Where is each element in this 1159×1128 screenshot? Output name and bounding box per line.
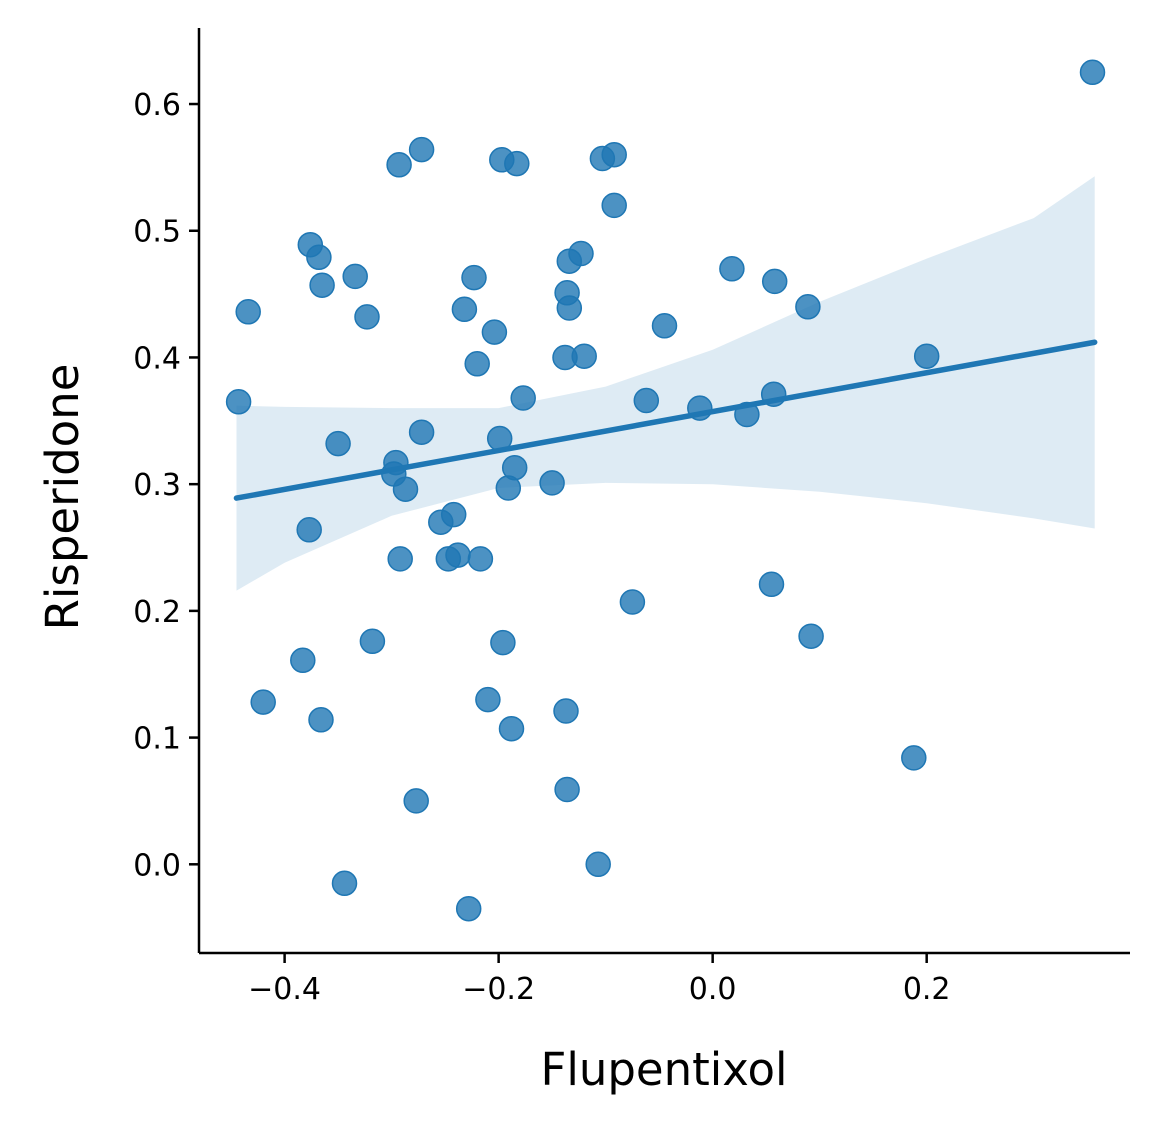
scatter-point bbox=[901, 745, 927, 771]
scatter-point bbox=[325, 430, 351, 457]
scatter-point bbox=[392, 476, 419, 502]
y-tick-label: 0.2 bbox=[133, 595, 181, 630]
y-tick-label: 0.6 bbox=[133, 88, 181, 123]
ticks: −0.4 −0.2 0.0 0.2 0.0 0.1 0.2 0.3 0.4 0.5 0.6 bbox=[133, 88, 950, 1007]
scatter-point bbox=[451, 296, 478, 323]
scatter-point bbox=[495, 475, 522, 501]
scatter-point bbox=[554, 776, 580, 803]
scatter-point bbox=[387, 546, 413, 572]
scatter-point bbox=[225, 389, 252, 415]
scatter-point bbox=[475, 686, 501, 713]
confidence-band bbox=[236, 176, 1095, 591]
scatter-point bbox=[758, 571, 785, 598]
scatter-point bbox=[481, 319, 508, 345]
x-tick-label: −0.4 bbox=[248, 972, 321, 1007]
scatter-point bbox=[504, 150, 530, 177]
scatter-point bbox=[761, 268, 788, 295]
scatter-point bbox=[440, 501, 467, 528]
scatter-point bbox=[386, 152, 412, 178]
scatter-point bbox=[601, 192, 627, 219]
scatter-point bbox=[571, 343, 597, 369]
scatter-point bbox=[651, 313, 678, 339]
scatter-point bbox=[601, 141, 627, 168]
scatter-point bbox=[795, 294, 821, 320]
scatter-point bbox=[498, 715, 525, 742]
confidence-band-layer bbox=[236, 176, 1095, 591]
scatter-point bbox=[798, 623, 824, 649]
scatter-point bbox=[913, 343, 940, 369]
scatter-point bbox=[455, 895, 482, 922]
scatter-point bbox=[403, 788, 429, 814]
y-tick-label: 0.5 bbox=[133, 215, 181, 250]
x-tick-label: 0.2 bbox=[903, 972, 951, 1007]
scatter-point bbox=[464, 351, 490, 377]
scatter-point bbox=[309, 272, 335, 298]
scatter-point bbox=[467, 546, 494, 572]
y-tick-label: 0.0 bbox=[133, 848, 181, 883]
scatter-point bbox=[342, 263, 368, 290]
scatter-point bbox=[354, 304, 380, 330]
scatter-point bbox=[539, 470, 565, 496]
x-axis-title: Flupentixol bbox=[540, 1043, 787, 1096]
scatter-point bbox=[461, 264, 487, 291]
y-tick-label: 0.3 bbox=[133, 468, 181, 503]
scatter-point bbox=[306, 244, 332, 271]
points-layer bbox=[225, 59, 1106, 922]
y-tick-label: 0.1 bbox=[133, 722, 181, 757]
axes bbox=[197, 28, 1130, 955]
scatter-point bbox=[408, 136, 435, 163]
scatter-point bbox=[308, 707, 334, 733]
scatter-point bbox=[408, 419, 435, 445]
scatter-point bbox=[556, 248, 583, 274]
scatter-point bbox=[250, 689, 276, 715]
scatter-point bbox=[510, 385, 536, 411]
scatter-point bbox=[633, 387, 660, 414]
scatter-point bbox=[331, 870, 358, 897]
scatter-point bbox=[553, 698, 579, 724]
scatter-point bbox=[359, 628, 386, 655]
scatter-point bbox=[235, 299, 261, 325]
scatter-point bbox=[619, 589, 646, 615]
y-axis-title: Risperidone bbox=[36, 364, 89, 631]
scatter-point bbox=[296, 517, 322, 543]
x-tick-label: −0.2 bbox=[462, 972, 535, 1007]
scatter-point bbox=[585, 851, 611, 878]
y-tick-label: 0.4 bbox=[133, 341, 181, 376]
x-tick-label: 0.0 bbox=[689, 972, 737, 1007]
scatter-point bbox=[490, 629, 516, 656]
scatter-point bbox=[556, 295, 583, 321]
regression-line bbox=[233, 339, 1098, 501]
scatter-point bbox=[445, 542, 471, 568]
scatter-point bbox=[1079, 59, 1106, 86]
scatter-point bbox=[290, 647, 316, 674]
scatter-point bbox=[719, 256, 745, 282]
regression-line-layer bbox=[233, 339, 1098, 501]
